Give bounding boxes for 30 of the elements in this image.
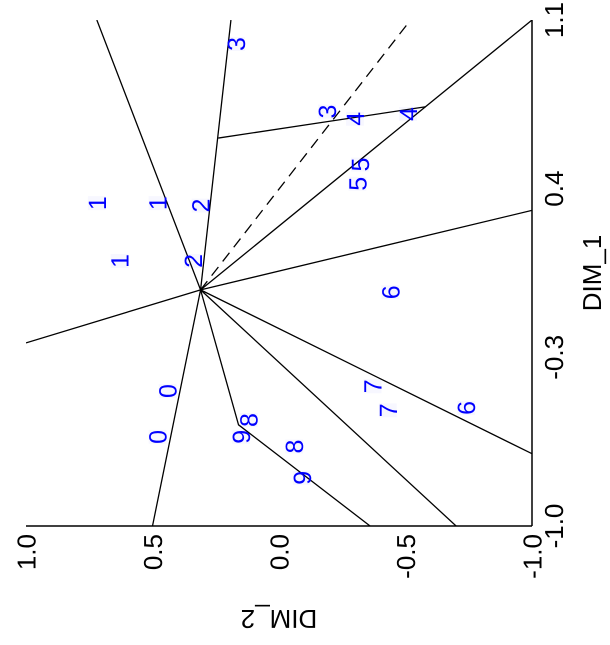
series-label: 0 xyxy=(154,384,183,398)
series-label: 6 xyxy=(377,285,406,300)
text: 5 xyxy=(344,176,372,191)
x-tick-label: -0.5 xyxy=(390,534,421,579)
x-tick-label: 1.0 xyxy=(11,534,42,570)
y-tick-label: -0.3 xyxy=(539,334,569,380)
text: 4 xyxy=(395,107,424,121)
text: 8 xyxy=(281,440,310,454)
series-label: 7 xyxy=(360,379,388,394)
series-label: 1 xyxy=(84,196,112,210)
series-label: 8 xyxy=(236,413,264,427)
series-label: 5 xyxy=(346,158,375,172)
x-tick-label: 0.5 xyxy=(138,534,168,570)
text: 9 xyxy=(288,470,317,485)
series-label: 3 xyxy=(222,37,251,52)
x-tick-label: 0.0 xyxy=(264,534,294,570)
text: 0 xyxy=(144,430,173,444)
y-tick-label: 1.1 xyxy=(539,2,569,38)
series-label: 4 xyxy=(342,112,370,126)
series-label: 9 xyxy=(228,430,256,444)
y-tick-label: 0.4 xyxy=(539,170,569,207)
text: 6 xyxy=(453,400,482,415)
text: 3 xyxy=(314,104,342,119)
text: 1 xyxy=(106,254,135,268)
y-axis-title: DIM_1 xyxy=(577,234,608,312)
series-label: 2 xyxy=(188,198,216,212)
x-axis-title: DIM_2 xyxy=(240,604,318,634)
text: 7 xyxy=(374,403,403,418)
text: 1 xyxy=(144,196,173,210)
text: 2 xyxy=(180,254,208,268)
